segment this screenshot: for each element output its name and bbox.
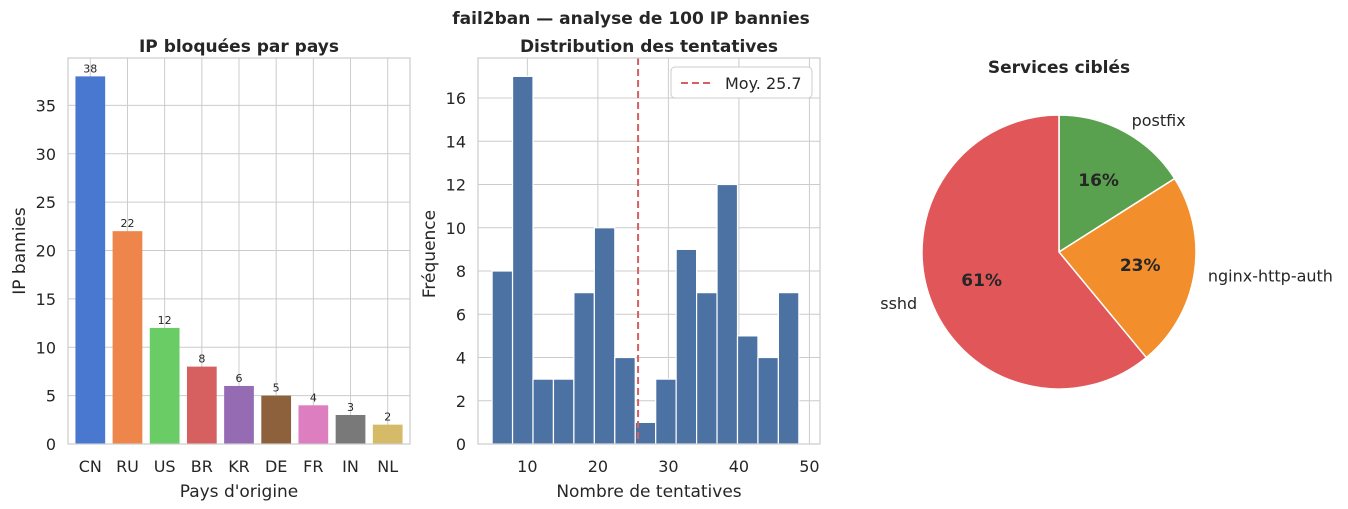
bar-chart-frame xyxy=(67,57,411,445)
pie-pct-label: 16% xyxy=(1078,171,1119,191)
pie-slice-sshd xyxy=(921,114,1148,390)
histogram-ytick-label: 16 xyxy=(446,89,466,108)
bar-chart-ytick-label: 20 xyxy=(36,242,56,261)
pie-category-label: sshd xyxy=(880,294,917,313)
histogram-xtick-label: 10 xyxy=(517,457,537,476)
bar-ru xyxy=(112,231,143,444)
bar-chart-data-labels: 38 22 12 8 6 5 4 3 2 xyxy=(83,62,391,423)
histogram-ytick-label: 2 xyxy=(456,392,466,411)
bar-chart-ytick-label: 5 xyxy=(46,387,56,406)
bar-chart-xtick-label: NL xyxy=(377,457,398,476)
histogram-xtick-label: 50 xyxy=(799,457,819,476)
histogram-bar xyxy=(593,227,616,445)
bar-chart-title: IP bloquées par pays xyxy=(139,37,339,57)
bar-chart-xtick-label: KR xyxy=(228,457,250,476)
bar-data-label: 3 xyxy=(347,401,354,414)
bar-chart-xtick-label: US xyxy=(154,457,176,476)
pie-category-label: postfix xyxy=(1132,111,1186,130)
bar-chart-xtick-label: DE xyxy=(265,457,287,476)
histogram-y-ticks: 0 2 4 6 8 10 12 14 16 xyxy=(446,89,466,454)
histogram-title: Distribution des tentatives xyxy=(520,37,778,57)
figure-suptitle: fail2ban — analyse de 100 IP bannies xyxy=(452,9,810,29)
histogram-bar xyxy=(757,356,779,445)
bar-cn xyxy=(75,76,106,444)
bar-chart-ytick-label: 15 xyxy=(36,290,56,309)
bar-chart-ytick-label: 30 xyxy=(36,145,56,164)
histogram-xtick-label: 40 xyxy=(729,457,749,476)
bar-chart-xlabel: Pays d'origine xyxy=(180,482,299,502)
bar-us xyxy=(149,327,180,444)
pie-pct-label: 61% xyxy=(961,271,1002,291)
bar-chart-bars xyxy=(75,76,403,444)
histogram-xtick-label: 20 xyxy=(588,457,608,476)
histogram-xlabel: Nombre de tentatives xyxy=(556,482,741,502)
bar-data-label: 6 xyxy=(236,372,243,385)
histogram-ytick-label: 0 xyxy=(456,435,466,454)
bar-in xyxy=(335,414,366,444)
bar-data-label: 38 xyxy=(83,62,97,75)
bar-data-label: 8 xyxy=(198,353,205,366)
bar-chart-ytick-label: 0 xyxy=(46,435,56,454)
histogram-bar xyxy=(675,248,698,445)
bar-chart-ytick-label: 25 xyxy=(36,193,56,212)
histogram-xtick-label: 30 xyxy=(658,457,678,476)
histogram-bar xyxy=(716,183,739,445)
bar-fr xyxy=(298,405,329,444)
histogram-bar xyxy=(511,75,534,445)
histogram-ytick-label: 10 xyxy=(446,219,466,238)
pie-category-label: nginx-http-auth xyxy=(1208,267,1333,286)
histogram-bar xyxy=(655,378,677,445)
histogram-bar xyxy=(573,292,595,445)
bar-chart-x-ticks: CN RU US BR KR DE FR IN NL xyxy=(79,457,398,476)
bar-chart-panel: IP bloquées par pays 38 22 12 8 6 5 4 3 2 0 5 10 15… xyxy=(10,37,411,502)
bar-data-label: 12 xyxy=(158,314,172,327)
bar-chart-ytick-label: 10 xyxy=(36,338,56,357)
histogram-ytick-label: 12 xyxy=(446,176,466,195)
bar-data-label: 22 xyxy=(120,217,134,230)
histogram-legend: Moy. 25.7 xyxy=(670,66,813,99)
pie-chart-slices xyxy=(921,114,1197,390)
bar-chart-xtick-label: RU xyxy=(116,457,139,476)
pie-pct-label: 23% xyxy=(1120,256,1161,276)
histogram-bar xyxy=(491,270,514,445)
bar-chart-ytick-label: 35 xyxy=(36,96,56,115)
bar-chart-ylabel: IP bannies xyxy=(10,207,30,295)
pie-slice-nginx-http-auth xyxy=(1057,177,1197,359)
histogram-bar xyxy=(736,335,759,445)
histogram-bar xyxy=(552,378,575,445)
histogram-bars xyxy=(491,75,800,445)
bar-chart-xtick-label: CN xyxy=(79,457,102,476)
bar-br xyxy=(186,366,217,444)
bar-chart-xtick-label: FR xyxy=(303,457,323,476)
histogram-bar xyxy=(777,292,800,445)
bar-nl xyxy=(372,424,403,444)
bar-data-label: 2 xyxy=(384,411,391,424)
bar-de xyxy=(261,395,292,444)
bar-chart-xtick-label: IN xyxy=(342,457,359,476)
histogram-x-ticks: 10 20 30 40 50 xyxy=(517,457,819,476)
histogram-ytick-label: 8 xyxy=(456,262,466,281)
legend-mean-label: Moy. 25.7 xyxy=(725,74,802,93)
histogram-ytick-label: 4 xyxy=(456,349,466,368)
bar-chart-xtick-label: BR xyxy=(191,457,213,476)
legend-box xyxy=(670,66,813,99)
bar-kr xyxy=(224,385,254,444)
bar-chart-y-ticks: 0 5 10 15 20 25 30 35 xyxy=(36,96,56,454)
pie-chart-labels: 16% postfix 23% nginx-http-auth 61% sshd xyxy=(880,111,1333,313)
histogram-panel: Distribution des tentatives 0 2 4 6 8 10 12 14 1… xyxy=(420,37,821,502)
histogram-bar xyxy=(695,292,718,445)
pie-chart-panel: Services ciblés 16% postfix 23% nginx-http-… xyxy=(880,58,1333,390)
histogram-bar xyxy=(614,356,636,445)
bar-data-label: 5 xyxy=(273,382,280,395)
bar-data-label: 4 xyxy=(310,391,317,404)
pie-chart-title: Services ciblés xyxy=(988,58,1130,78)
histogram-frame xyxy=(477,57,821,445)
histogram-ytick-label: 14 xyxy=(446,132,466,151)
histogram-ylabel: Fréquence xyxy=(420,210,440,298)
pie-slice-postfix xyxy=(1058,114,1176,254)
histogram-ytick-label: 6 xyxy=(456,305,466,324)
histogram-bar xyxy=(532,378,555,445)
